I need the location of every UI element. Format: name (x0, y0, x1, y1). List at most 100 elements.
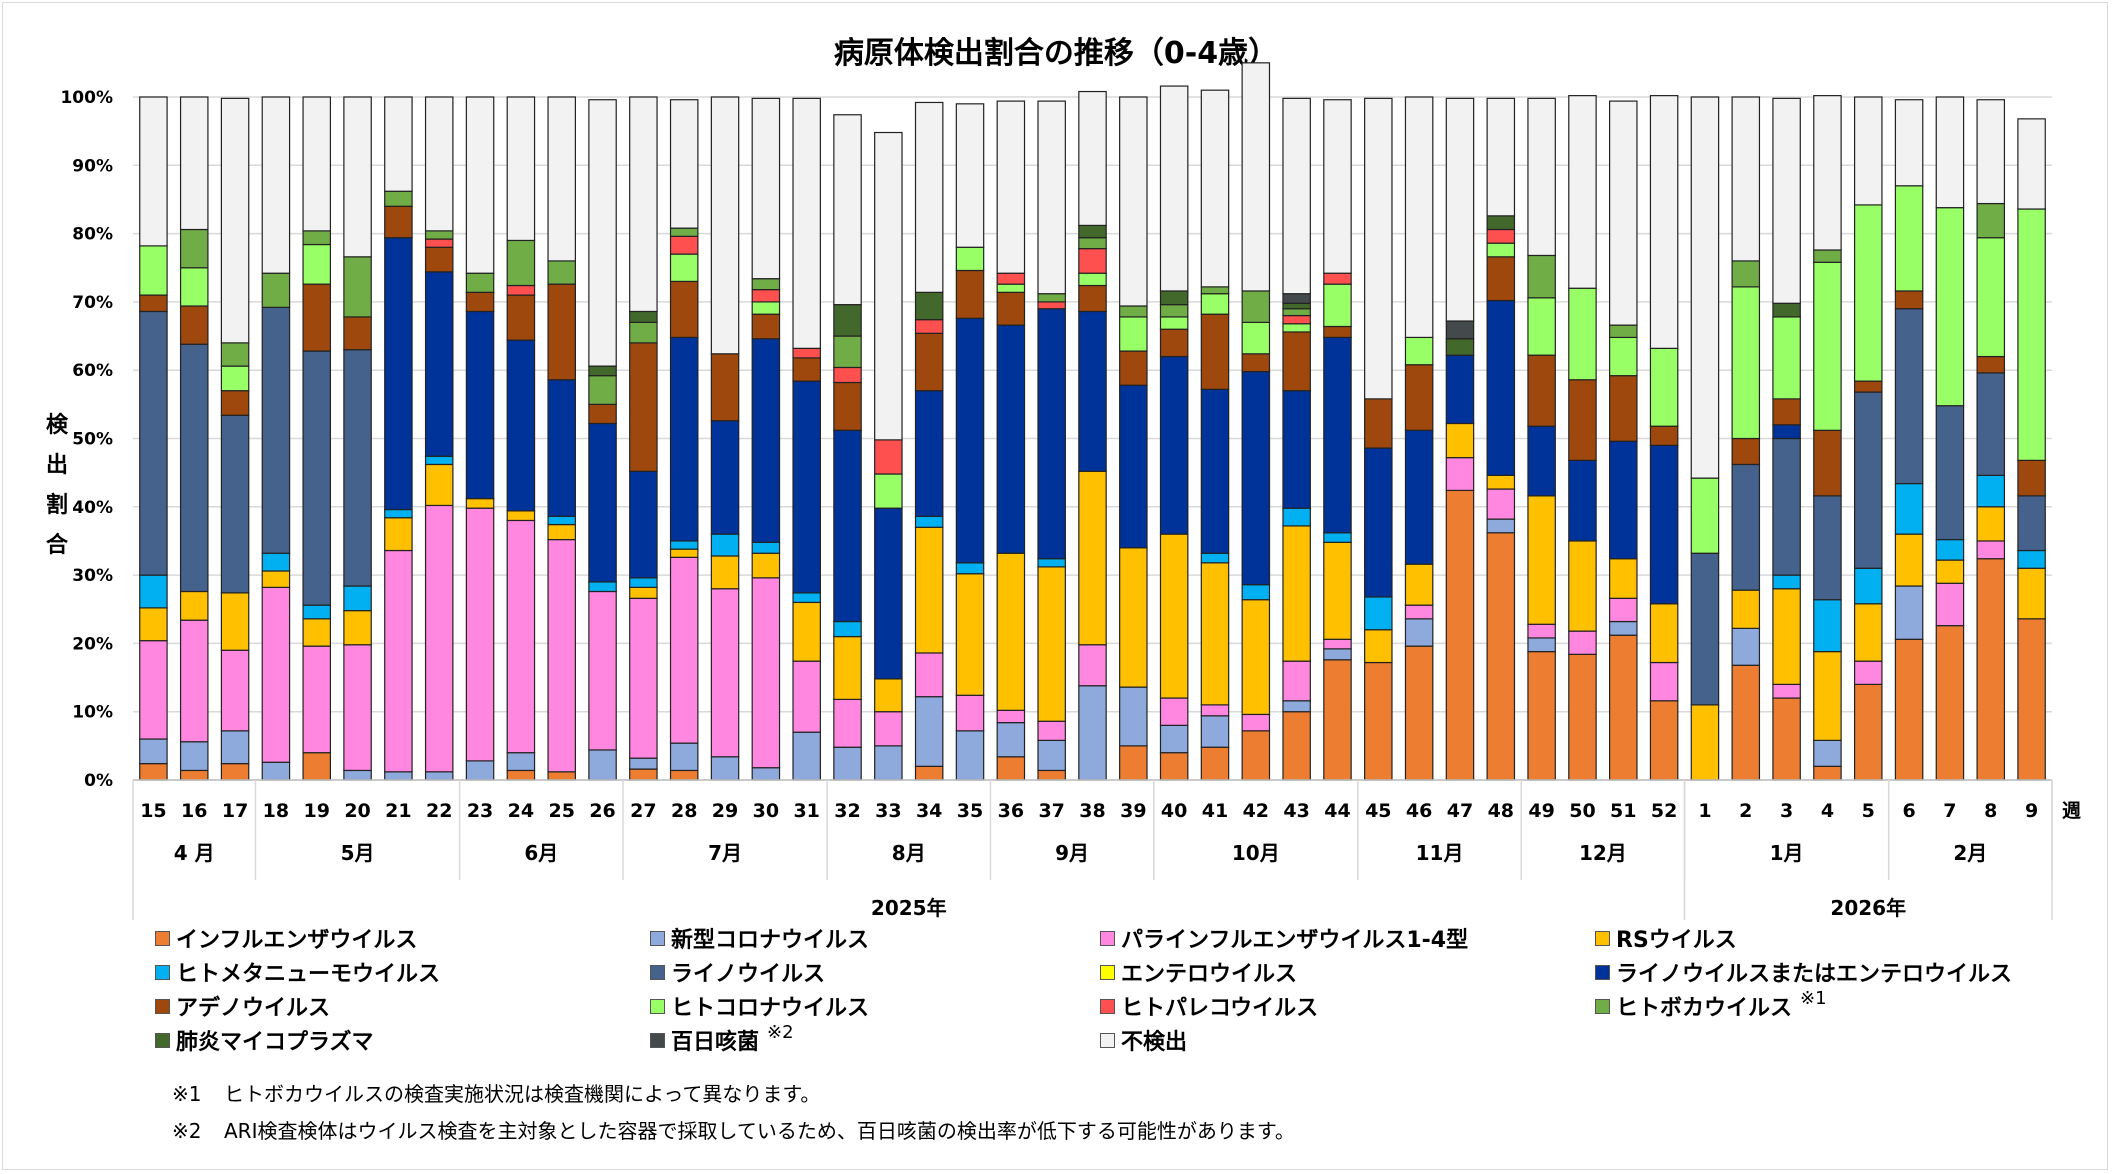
x-tick-label: 35 (957, 800, 983, 822)
x-tick-label: 23 (467, 800, 493, 822)
bar-segment (914, 390, 944, 517)
bar-segment (792, 601, 821, 662)
bar-segment (1649, 95, 1679, 349)
bar-segment (547, 379, 576, 517)
bar-segment (261, 96, 291, 274)
footnote-text: ARI検査検体はウイルス検査を主対象とした容器で採取しているため、百日咳菌の検出… (224, 1119, 1295, 1143)
bar-segment (1894, 185, 1924, 292)
legend-item: 不検出 (1100, 1024, 1187, 1056)
bar-segment (1527, 254, 1556, 299)
bar-segment (2017, 118, 2046, 210)
bar-segment (1200, 704, 1230, 717)
bar-segment (302, 283, 332, 352)
x-tick-label: 29 (712, 800, 738, 822)
bar-segment (874, 507, 903, 680)
bar-segment (751, 577, 781, 769)
x-tick-label: 49 (1528, 800, 1554, 822)
bar-segment (1200, 313, 1230, 390)
bar-segment (547, 538, 576, 773)
bar-segment (1323, 532, 1352, 543)
bar-segment (1037, 558, 1066, 568)
x-tick-label: 25 (548, 800, 574, 822)
bar-segment (1690, 96, 1720, 479)
bar-stack (139, 96, 168, 781)
x-tick-label: 28 (671, 800, 697, 822)
bar-segment (1486, 256, 1516, 302)
bar-segment (996, 756, 1026, 781)
bar-segment (751, 301, 781, 315)
bar-segment (1527, 637, 1556, 653)
month-label: 4 月 (174, 841, 215, 865)
bar-segment (1037, 566, 1066, 722)
bar-stack (669, 99, 699, 781)
bar-stack (1200, 89, 1230, 781)
x-tick-label: 8 (1984, 800, 1997, 822)
bar-segment (384, 517, 413, 552)
bar-segment (506, 769, 536, 781)
bar-segment (1323, 325, 1352, 339)
y-tick-label: 60% (72, 361, 113, 381)
bar-segment (751, 338, 781, 543)
bar-segment (220, 97, 250, 344)
bar-segment (792, 592, 821, 604)
bar-segment (588, 422, 617, 583)
bar-segment (1159, 304, 1189, 318)
bar-segment (1037, 739, 1066, 772)
bar-stack (465, 96, 495, 781)
bar-stack (1527, 97, 1556, 781)
bar-segment (914, 652, 944, 698)
bar-segment (1609, 336, 1638, 377)
bar-segment (1486, 532, 1516, 781)
bar-segment (874, 745, 903, 781)
bar-segment (629, 757, 658, 770)
bar-segment (302, 243, 332, 285)
bar-segment (1404, 645, 1434, 781)
bar-segment (710, 96, 740, 355)
legend-swatch (155, 1032, 170, 1048)
bar-segment (1037, 769, 1066, 781)
bar-segment (1894, 99, 1924, 187)
x-tick-label: 17 (222, 800, 248, 822)
month-label: 8月 (892, 841, 926, 865)
bar-segment (261, 570, 291, 588)
bar-segment (955, 269, 985, 319)
bar-segment (1200, 293, 1230, 315)
bar-segment (996, 324, 1026, 554)
bar-segment (1853, 391, 1883, 569)
legend-item: 新型コロナウイルス (650, 922, 869, 954)
bar-segment (792, 380, 821, 594)
y-tick-label: 80% (72, 225, 113, 245)
bar-segment (1159, 85, 1189, 292)
bar-segment (751, 767, 781, 781)
bar-segment (302, 604, 332, 620)
bar-segment (1159, 290, 1189, 306)
footnote-mark: ※2 (172, 1119, 202, 1143)
bar-stack (996, 100, 1026, 781)
bar-segment (139, 574, 168, 609)
bar-segment (1486, 299, 1516, 476)
bar-segment (1976, 237, 2006, 358)
bar-segment (261, 306, 291, 554)
bar-segment (1568, 630, 1597, 655)
bar-segment (874, 678, 903, 713)
bar-segment (1894, 533, 1924, 587)
bar-segment (1976, 99, 2006, 205)
bar-segment (506, 510, 536, 522)
bar-segment (139, 294, 168, 313)
bar-segment (1241, 62, 1271, 292)
bar-segment (1200, 746, 1230, 781)
x-tick-label: 7 (1943, 800, 1956, 822)
bar-segment (996, 291, 1026, 326)
bar-segment (1527, 297, 1556, 356)
y-tick-label: 50% (72, 430, 113, 450)
x-tick-label: 26 (589, 800, 615, 822)
bar-segment (1609, 597, 1638, 623)
bar-segment (506, 294, 536, 341)
x-tick-label: 6 (1902, 800, 1915, 822)
bar-stack (588, 99, 617, 781)
bar-segment (1037, 293, 1066, 303)
legend-label: ヒトパレコウイルス (1121, 996, 1319, 1021)
bar-segment (1731, 664, 1761, 781)
bar-segment (506, 519, 536, 754)
bar-segment (751, 278, 781, 291)
